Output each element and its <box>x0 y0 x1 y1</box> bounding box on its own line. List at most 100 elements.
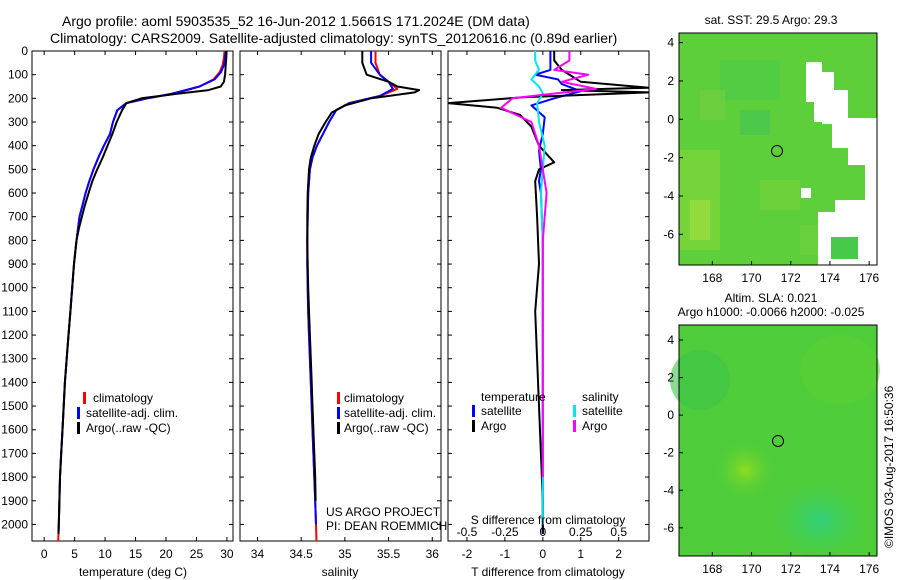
x-tick-label: 0 <box>539 547 546 561</box>
lat-tick-label: -4 <box>663 189 674 203</box>
depth-tick-label: 1600 <box>1 423 28 437</box>
legend-label-climatology: climatology <box>344 391 404 405</box>
series-group <box>57 51 228 541</box>
lon-tick-label: 170 <box>742 271 762 285</box>
lat-tick-label: -2 <box>663 446 674 460</box>
sst-profile-marker <box>771 145 783 157</box>
legend-label-s-argo: Argo <box>582 419 608 433</box>
copyright-stamp: ©IMOS 03-Aug-2017 16:50:36 <box>882 385 896 548</box>
pi-annotation: PI: DEAN ROEMMICH <box>326 519 447 533</box>
depth-axis: 0 100 200 300 400 500 600 700 800 900 1000 1100 1200… <box>1 44 36 531</box>
project-annotation: US ARGO PROJECT <box>326 505 441 519</box>
legend-label-t-satellite: satellite <box>481 404 522 418</box>
x-tick-label: -1 <box>500 547 511 561</box>
legend-title-temperature: temperature <box>481 390 546 404</box>
lon-tick-label: 176 <box>859 562 879 576</box>
salinity-legend: climatology satellite-adj. clim. Argo(..… <box>337 391 436 435</box>
legend-label-satellite: satellite-adj. clim. <box>344 406 436 420</box>
series-line-satellite-adj-clim <box>306 51 394 525</box>
legend-label-climatology: climatology <box>93 391 153 405</box>
sst-map-title: sat. SST: 29.5 Argo: 29.3 <box>705 13 838 27</box>
lat-tick-label: -6 <box>663 521 674 535</box>
series-group <box>448 51 649 534</box>
x-tick-label: 5 <box>71 547 78 561</box>
x-tick-label: 35 <box>338 547 352 561</box>
legend-swatch-t-satellite <box>472 405 475 417</box>
sla-map <box>670 324 880 560</box>
legend-label-s-satellite: satellite <box>582 404 623 418</box>
depth-tick-label: 1400 <box>1 375 28 389</box>
legend-label-argo: Argo(..raw -QC) <box>344 421 429 435</box>
depth-tick-label: 700 <box>8 210 28 224</box>
s-diff-tick-label: 0.25 <box>569 525 593 539</box>
legend-swatch-satellite <box>77 407 80 419</box>
difference-xlabel: T difference from climatology <box>471 565 625 579</box>
depth-tick-label: 1700 <box>1 446 28 460</box>
lat-tick-label: 0 <box>667 112 674 126</box>
lat-tick-label: -6 <box>663 227 674 241</box>
temperature-chart: 0 5 10 15 20 25 30 <box>41 50 234 561</box>
difference-panel <box>447 50 650 542</box>
lon-tick-label: 174 <box>820 271 840 285</box>
depth-tick-label: 1900 <box>1 494 28 508</box>
salinity-xlabel: salinity <box>322 565 359 579</box>
depth-tick-label: 1100 <box>2 304 28 318</box>
sla-map-title: Altim. SLA: 0.021 <box>725 291 818 305</box>
legend-label-t-argo: Argo <box>481 419 507 433</box>
legend-swatch-climatology <box>337 392 340 404</box>
sst-map-texture <box>680 60 878 255</box>
depth-tick-label: 500 <box>8 162 28 176</box>
depth-tick-label: 0 <box>21 44 28 58</box>
depth-tick-label: 2000 <box>1 517 28 531</box>
depth-tick-label: 100 <box>8 68 28 82</box>
x-tick-label: 15 <box>129 547 143 561</box>
x-tick-label: 34.5 <box>289 547 313 561</box>
x-tick-label: 34 <box>251 547 265 561</box>
difference-legend: temperature satellite Argo salinity sate… <box>472 390 623 433</box>
legend-swatch-argo <box>337 422 340 434</box>
sst-map-frame <box>678 32 878 266</box>
lat-tick-label: 4 <box>667 36 674 50</box>
lat-tick-label: -4 <box>663 483 674 497</box>
legend-swatch-s-argo <box>573 420 576 432</box>
lat-tick-label: 2 <box>667 74 674 88</box>
difference-top-label: S difference from climatology <box>471 513 626 527</box>
s-diff-tick-label: -0.25 <box>491 525 519 539</box>
depth-tick-label: 400 <box>8 139 28 153</box>
x-tick-label: -2 <box>462 547 473 561</box>
difference-chart: -2 -1 0 1 2-0.5 -0.25 0 0.25 0.5 <box>448 50 649 561</box>
temperature-legend: climatology satellite-adj. clim. Argo(..… <box>77 391 178 435</box>
legend-swatch-t-argo <box>472 420 475 432</box>
depth-tick-label: 1500 <box>1 399 28 413</box>
salinity-chart: 34 34.5 35 35.5 36 <box>240 50 441 561</box>
lon-tick-label: 176 <box>859 271 879 285</box>
x-tick-label: 20 <box>159 547 173 561</box>
depth-tick-label: 200 <box>8 91 28 105</box>
sla-profile-marker <box>772 435 784 447</box>
series-line-climatology <box>306 51 399 541</box>
salinity-panel <box>239 50 442 542</box>
lat-tick-label: 2 <box>667 371 674 385</box>
series-line-s-argo <box>500 51 597 478</box>
series-line-argo-raw-qc <box>306 51 421 501</box>
depth-tick-label: 1200 <box>1 328 28 342</box>
legend-swatch-climatology <box>83 392 86 404</box>
sst-map-ticks: 168 170 172 174 176 4 2 0 -2 -4 -6 <box>663 36 879 285</box>
figure-title-line1: Argo profile: aoml 5903535_52 16-Jun-201… <box>62 13 530 29</box>
x-tick-label: 1 <box>577 547 584 561</box>
lat-tick-label: 0 <box>667 408 674 422</box>
depth-tick-label: 800 <box>8 233 28 247</box>
s-diff-tick-label: 0.5 <box>610 525 627 539</box>
lon-tick-label: 168 <box>702 271 722 285</box>
legend-title-salinity: salinity <box>582 390 619 404</box>
legend-swatch-s-satellite <box>573 405 576 417</box>
x-tick-label: 25 <box>190 547 204 561</box>
x-tick-label: 30 <box>220 547 234 561</box>
s-diff-tick-label: -0.5 <box>457 525 478 539</box>
lon-tick-label: 174 <box>820 562 840 576</box>
x-tick-label: 2 <box>615 547 622 561</box>
series-group <box>306 51 421 541</box>
legend-swatch-satellite <box>337 407 340 419</box>
lon-tick-label: 168 <box>702 562 722 576</box>
